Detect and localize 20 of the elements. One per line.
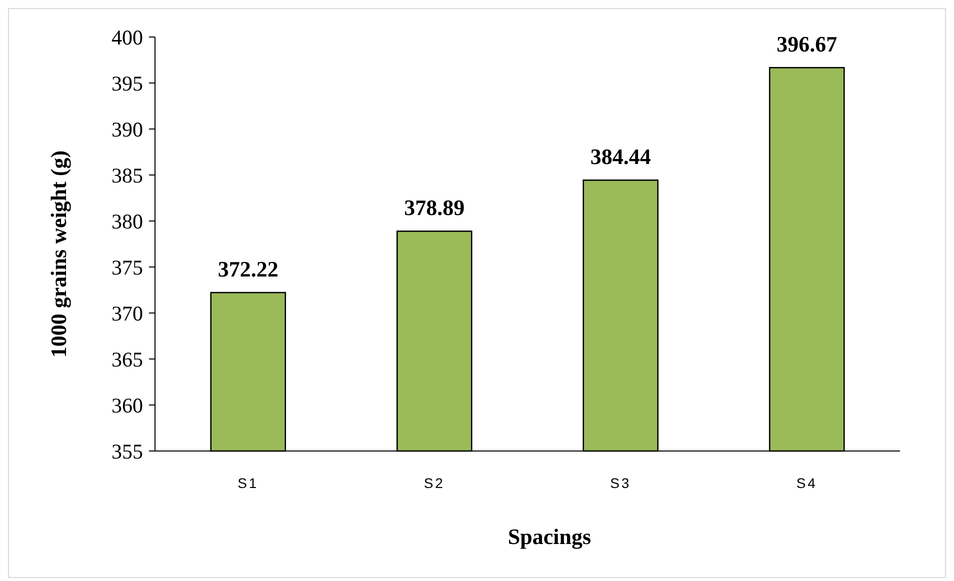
y-axis-title: 1000 grains weight (g): [46, 150, 71, 358]
y-tick-label: 390: [112, 117, 143, 142]
y-tick-label: 375: [112, 255, 143, 280]
x-tick-label: S3: [610, 475, 632, 491]
data-label: 378.89: [404, 195, 465, 220]
y-tick-label: 370: [112, 301, 143, 326]
y-tick-label: 360: [112, 393, 143, 418]
y-tick-label: 355: [112, 439, 143, 464]
y-tick-label: 400: [112, 25, 143, 50]
x-tick-label: S4: [796, 475, 818, 491]
data-label: 396.67: [776, 32, 838, 57]
data-label: 372.22: [218, 256, 278, 282]
x-tick-label: S2: [424, 475, 445, 491]
y-tick-label: 385: [112, 163, 143, 188]
y-tick-label: 365: [112, 347, 143, 372]
y-tick-label: 395: [112, 71, 143, 96]
data-label: 384.44: [590, 144, 651, 170]
y-tick-label: 380: [112, 209, 143, 234]
x-axis-title: Spacings: [508, 524, 592, 549]
x-tick-label: S1: [238, 475, 259, 491]
